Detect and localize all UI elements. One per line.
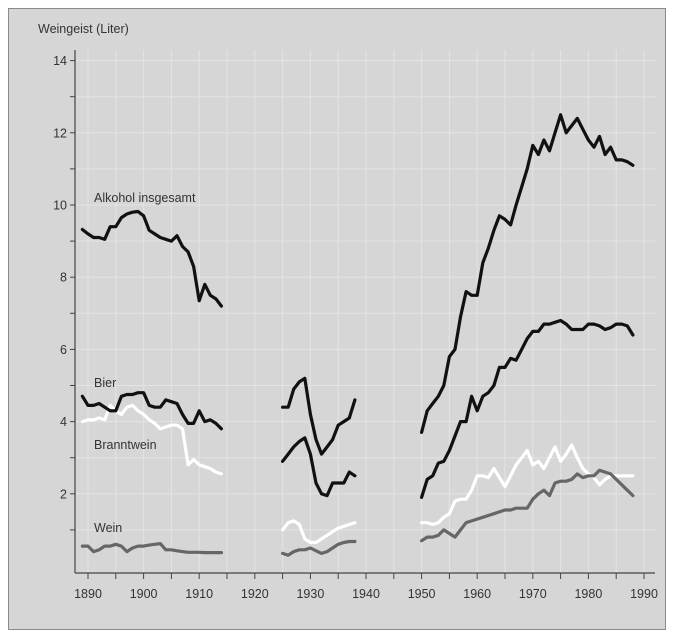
series-line-bier [420, 318, 635, 499]
series-lines [80, 113, 635, 557]
series-label-wein: Wein [94, 521, 122, 535]
series-line-wein [281, 539, 357, 557]
x-tick-label: 1890 [74, 587, 102, 601]
y-tick-label: 4 [60, 415, 67, 429]
series-line-wein [80, 541, 223, 555]
x-tick-label: 1910 [185, 587, 213, 601]
chart-frame [8, 8, 666, 630]
series-line-branntwein [281, 519, 357, 545]
y-tick-label: 8 [60, 271, 67, 285]
series-line-alkohol [420, 113, 635, 434]
series-line-bier [80, 391, 223, 431]
x-tick-label: 1970 [519, 587, 547, 601]
x-tick-label: 1990 [630, 587, 658, 601]
series-label-branntwein: Branntwein [94, 438, 157, 452]
x-tick-label: 1930 [296, 587, 324, 601]
series-line-branntwein [420, 443, 635, 527]
series-line-alkohol [80, 209, 223, 308]
series-line-alkohol [281, 376, 357, 456]
y-tick-label: 10 [53, 199, 67, 213]
x-tick-label: 1920 [241, 587, 269, 601]
x-tick-label: 1900 [130, 587, 158, 601]
series-label-bier: Bier [94, 376, 116, 390]
x-tick-label: 1940 [352, 587, 380, 601]
y-tick-label: 12 [53, 126, 67, 140]
y-tick-label: 2 [60, 487, 67, 501]
x-tick-label: 1960 [463, 587, 491, 601]
axes: 2 4 6 8 10 12 14 1890 1900 1910 1920 1930 1940 1950 19… [53, 50, 658, 601]
y-tick-label: 6 [60, 343, 67, 357]
series-line-branntwein [80, 403, 223, 476]
y-tick-label: 14 [53, 54, 67, 68]
x-tick-label: 1980 [574, 587, 602, 601]
series-line-wein [420, 468, 635, 543]
series-line-bier [281, 436, 357, 498]
x-tick-label: 1950 [408, 587, 436, 601]
series-label-alkohol: Alkohol insgesamt [94, 191, 196, 205]
y-axis-label: Weingeist (Liter) [38, 22, 129, 36]
